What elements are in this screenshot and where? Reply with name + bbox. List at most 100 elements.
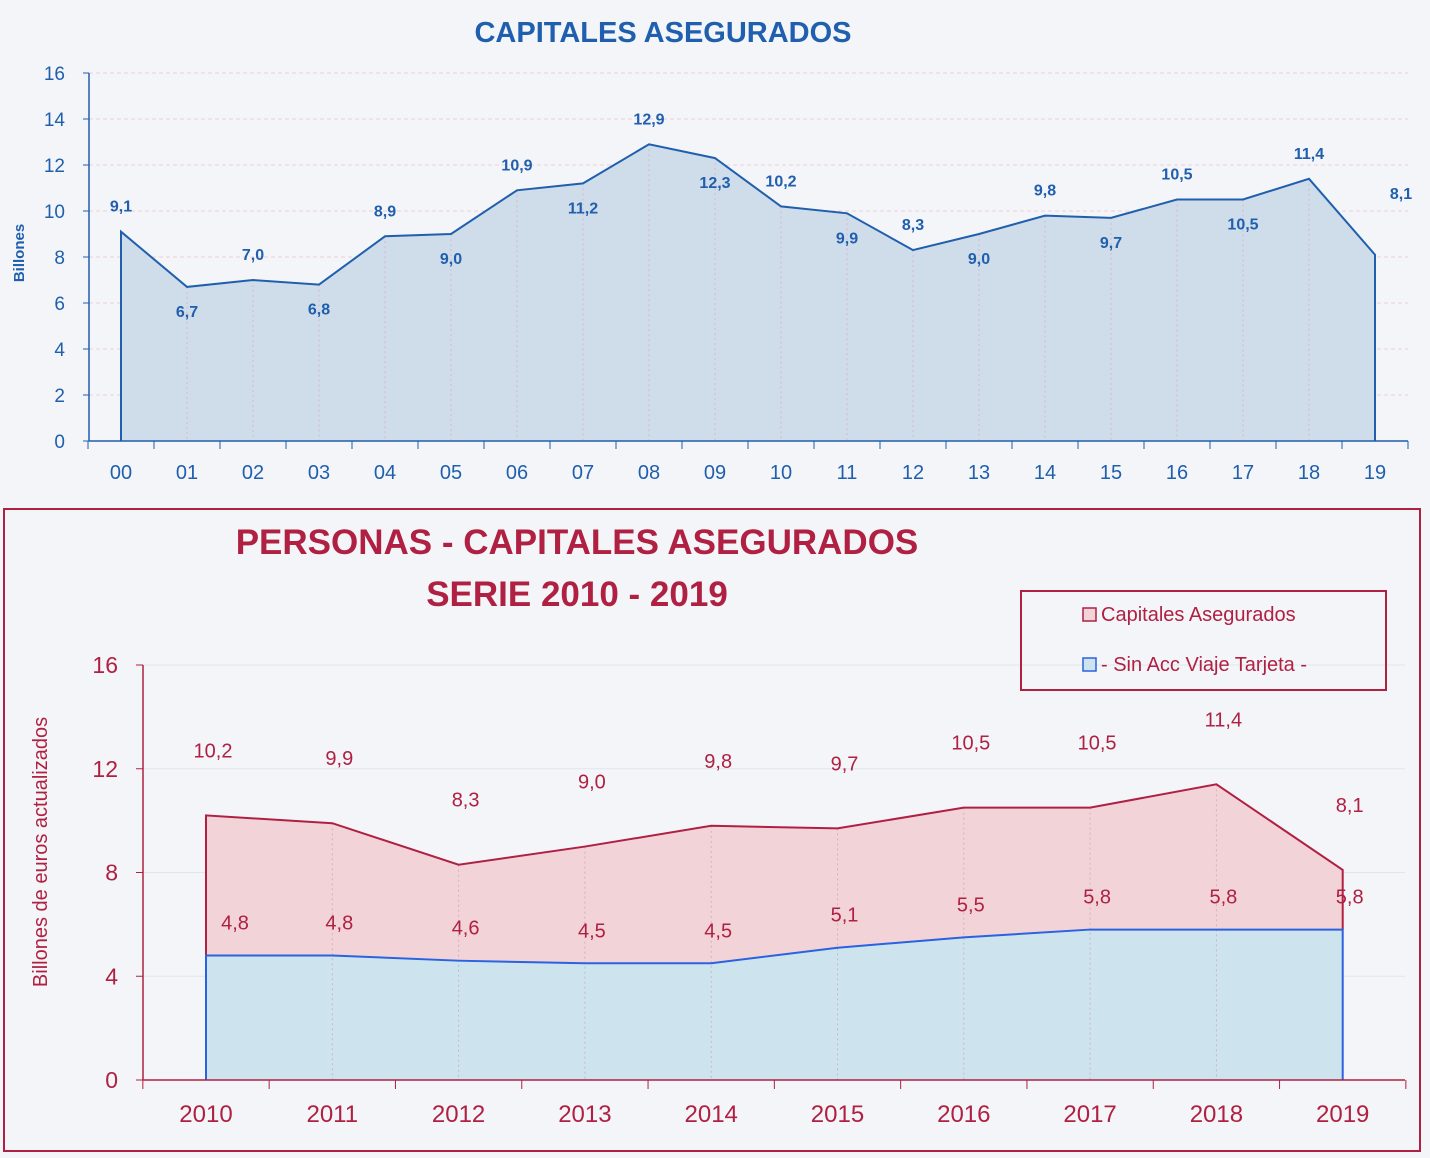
chart1-y-tick-label: 16 [44, 64, 65, 85]
chart2-x-tick-label: 2014 [685, 1101, 738, 1128]
chart1-data-labels: 9,1 6,7 7,0 6,8 8,9 9,0 10,9 11,2 12,9 12,3 10,2 9,… [110, 111, 1412, 321]
chart2-data-label-capitales: 10,5 [1078, 733, 1117, 755]
chart2-y-tick-label: 8 [105, 860, 118, 886]
chart1-data-label: 8,9 [374, 203, 396, 220]
chart2-data-label-capitales: 9,9 [325, 748, 353, 770]
chart1-x-tick-label: 12 [902, 462, 924, 484]
chart1-x-tick-label: 00 [110, 462, 132, 484]
chart2-data-label-sin-acc: 4,5 [704, 920, 732, 942]
chart2-y-tick-label: 0 [105, 1067, 118, 1093]
chart1-data-label: 11,4 [1294, 146, 1324, 163]
chart1-data-label: 12,9 [633, 111, 664, 128]
chart2-x-tick-label: 2018 [1190, 1101, 1243, 1128]
chart1-data-label: 10,5 [1161, 167, 1192, 184]
chart1-axes [83, 72, 1409, 449]
chart1-data-label: 9,9 [836, 230, 858, 247]
legend-label-sin-acc: - Sin Acc Viaje Tarjeta - [1101, 654, 1307, 676]
chart1-title: CAPITALES ASEGURADOS [474, 17, 851, 49]
chart2-x-ticks: 2010 2011 2012 2013 2014 2015 2016 2017 2018 2019 [179, 1101, 1369, 1128]
chart2-x-tick-label: 2012 [432, 1101, 485, 1128]
chart1-x-tick-label: 18 [1298, 462, 1320, 484]
chart2-data-label-capitales: 11,4 [1205, 709, 1242, 731]
chart2-frame [3, 508, 1421, 1152]
chart1-data-label: 6,7 [176, 304, 198, 321]
chart2-data-label-sin-acc: 5,5 [957, 894, 985, 916]
chart2-y-tick-label: 4 [105, 963, 118, 989]
chart1-x-ticks: 00 01 02 03 04 05 06 07 08 09 10 11 12 13 14 15 16 17 18 19 [110, 462, 1386, 484]
chart1-x-tick-label: 19 [1364, 462, 1386, 484]
chart1-data-label: 11,2 [568, 200, 598, 217]
chart2-data-label-sin-acc: 4,8 [221, 913, 249, 935]
chart1-data-label: 9,7 [1100, 235, 1122, 252]
chart2-data-label-capitales: 10,2 [194, 740, 233, 762]
chart2-x-tick-label: 2011 [306, 1101, 358, 1128]
legend-swatch-sin-acc [1082, 657, 1097, 672]
chart1-data-label: 10,2 [765, 173, 796, 190]
chart2-x-tick-label: 2017 [1063, 1101, 1116, 1128]
chart2-x-tick-label: 2010 [179, 1101, 232, 1128]
chart2-title-line1: PERSONAS - CAPITALES ASEGURADOS [236, 523, 919, 562]
chart1-x-tick-label: 13 [968, 462, 990, 484]
chart1-data-label: 10,9 [501, 157, 532, 174]
chart1-x-tick-label: 14 [1034, 462, 1056, 484]
chart1-y-axis-label: Billones [11, 224, 28, 282]
chart2-data-label-sin-acc: 4,8 [325, 913, 353, 935]
chart1-x-tick-label: 04 [374, 462, 396, 484]
chart2-data-label-sin-acc: 5,8 [1209, 887, 1237, 909]
chart2-x-tick-label: 2015 [811, 1101, 864, 1128]
chart1-x-tick-label: 03 [308, 462, 330, 484]
chart1-data-label: 9,1 [110, 199, 132, 216]
chart2-y-tick-label: 12 [92, 756, 118, 782]
chart1-x-tick-label: 11 [837, 462, 858, 484]
chart1-data-label: 12,3 [699, 175, 730, 192]
chart1-x-tick-label: 06 [506, 462, 528, 484]
chart1-y-ticks: 0 2 4 6 8 10 12 14 16 [44, 64, 66, 453]
chart1-x-tick-label: 07 [572, 462, 594, 484]
chart1-x-tick-label: 16 [1166, 462, 1188, 484]
chart2-data-label-capitales: 9,0 [578, 772, 606, 794]
chart2-data-label-sin-acc: 5,1 [831, 905, 859, 927]
chart2-x-tick-label: 2013 [558, 1101, 611, 1128]
chart-personas-capitales: PERSONAS - CAPITALES ASEGURADOS SERIE 20… [3, 508, 1421, 1152]
chart1-data-label: 6,8 [308, 302, 330, 319]
chart2-data-label-capitales: 10,5 [951, 733, 990, 755]
chart2-y-ticks: 0 4 8 12 16 [92, 652, 118, 1093]
chart-capitales-asegurados: CAPITALES ASEGURADOS Billones 0 2 4 6 8 10 12 1… [11, 17, 1412, 484]
chart1-y-tick-label: 8 [54, 248, 65, 269]
chart2-axes [136, 664, 1407, 1089]
chart2-x-tick-label: 2019 [1316, 1101, 1369, 1128]
chart1-y-tick-label: 2 [54, 386, 65, 407]
legend-label-capitales: Capitales Asegurados [1101, 604, 1296, 626]
chart1-data-label: 9,0 [440, 251, 462, 268]
chart1-x-tick-label: 15 [1100, 462, 1122, 484]
chart1-x-tick-label: 10 [770, 462, 792, 484]
legend-swatch-capitales [1082, 607, 1097, 622]
chart1-data-label: 8,3 [902, 217, 924, 234]
chart2-data-label-capitales: 8,3 [452, 790, 480, 812]
chart1-area-series [120, 143, 1376, 442]
chart2-area-fill-sin-acc [206, 929, 1343, 1080]
chart1-y-tick-label: 6 [54, 294, 65, 315]
chart1-data-label: 9,8 [1034, 183, 1056, 200]
chart1-x-tick-label: 01 [176, 462, 198, 484]
chart2-area-series [205, 783, 1344, 1080]
chart2-data-label-sin-acc: 4,6 [452, 918, 480, 940]
chart2-y-tick-label: 16 [92, 652, 118, 678]
chart2-series-line-capitales [205, 783, 1344, 1080]
chart1-y-tick-label: 12 [44, 156, 65, 177]
chart1-y-tick-label: 4 [54, 340, 65, 361]
legend-frame [1020, 590, 1387, 691]
chart2-legend: Capitales Asegurados - Sin Acc Viaje Tar… [1020, 590, 1387, 691]
chart1-data-label: 7,0 [242, 247, 264, 264]
chart2-data-label-sin-acc: 5,8 [1083, 887, 1111, 909]
chart2-y-axis-label: Billones de euros actualizados [30, 717, 52, 987]
chart1-x-tick-label: 05 [440, 462, 462, 484]
chart2-data-label-sin-acc: 5,8 [1336, 887, 1364, 909]
chart1-y-tick-label: 14 [44, 110, 66, 131]
chart1-y-tick-label: 0 [54, 432, 65, 453]
chart1-x-tick-label: 08 [638, 462, 660, 484]
chart1-series-line [120, 143, 1376, 441]
chart1-x-tick-label: 17 [1232, 462, 1254, 484]
chart1-data-label: 10,5 [1227, 217, 1258, 234]
